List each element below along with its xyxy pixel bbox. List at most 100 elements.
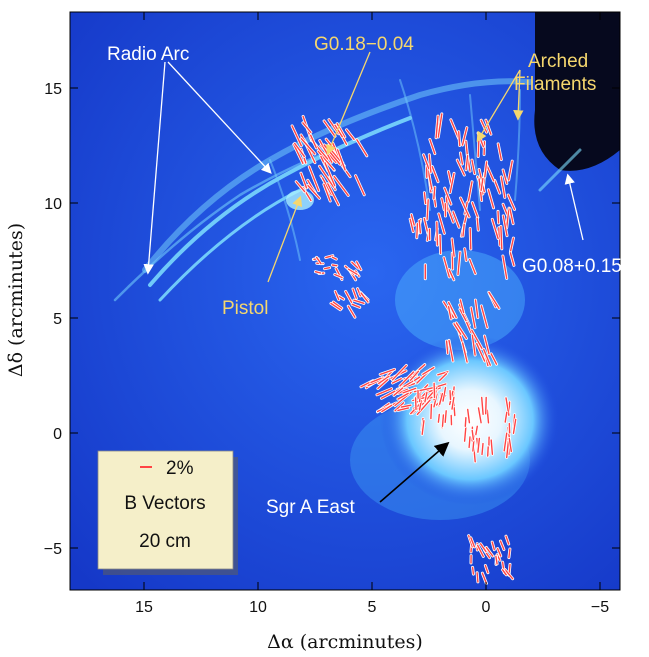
b-vector xyxy=(423,217,429,235)
b-vector xyxy=(495,555,498,565)
b-vector xyxy=(480,177,484,192)
b-vector xyxy=(422,154,430,170)
b-vector xyxy=(409,218,414,233)
b-vector xyxy=(509,252,515,266)
b-vector xyxy=(501,569,507,576)
b-vector xyxy=(471,334,476,356)
x-tick-label: −5 xyxy=(591,599,609,616)
b-vector xyxy=(360,292,369,303)
b-vector xyxy=(470,537,476,548)
b-vector xyxy=(317,150,335,171)
b-vector xyxy=(507,194,516,211)
b-vector xyxy=(471,429,475,441)
b-vector xyxy=(451,396,455,410)
b-vector xyxy=(437,413,440,423)
b-vector xyxy=(504,411,508,423)
b-vector xyxy=(506,207,510,229)
x-tick-label: 5 xyxy=(368,599,377,616)
b-vector xyxy=(323,183,331,202)
b-vector xyxy=(487,189,495,209)
b-vector xyxy=(347,268,358,275)
b-vector xyxy=(477,544,484,558)
x-axis-title: Δα (arcminutes) xyxy=(267,631,423,653)
b-vector xyxy=(459,197,470,218)
b-vector xyxy=(455,322,468,340)
arched-filaments-label-line1: Arched xyxy=(528,51,588,72)
b-vector xyxy=(418,219,422,234)
b-vector xyxy=(391,364,407,381)
b-vector xyxy=(470,307,476,329)
legend-line3: 20 cm xyxy=(139,531,191,552)
b-vector xyxy=(505,397,510,416)
b-vector xyxy=(459,152,464,165)
b-vector xyxy=(508,160,513,181)
b-vector xyxy=(477,437,481,453)
b-vector xyxy=(467,408,471,424)
b-vector xyxy=(486,164,495,182)
b-vector xyxy=(378,375,390,385)
b-vector xyxy=(464,417,467,427)
b-vector xyxy=(410,213,415,226)
b-vector xyxy=(504,568,514,580)
b-vector xyxy=(331,256,337,260)
b-vector xyxy=(347,305,356,318)
b-vector xyxy=(333,175,349,197)
b-vector xyxy=(433,186,436,200)
b-vector xyxy=(503,432,508,452)
b-vector xyxy=(500,176,506,199)
b-vector xyxy=(469,258,476,275)
b-vector xyxy=(465,154,469,171)
b-vector xyxy=(452,211,460,228)
b-vector xyxy=(475,425,478,436)
b-vector xyxy=(381,404,393,413)
b-vector xyxy=(351,303,361,308)
y-axis-title: Δδ (arcminutes) xyxy=(5,223,27,377)
x-tick-label: 10 xyxy=(249,599,267,616)
b-vector xyxy=(444,187,452,205)
b-vector xyxy=(453,323,462,335)
b-vectors xyxy=(290,112,518,585)
b-vector xyxy=(435,115,439,139)
b-vector xyxy=(450,119,460,140)
b-vector xyxy=(424,391,428,403)
b-vector xyxy=(471,566,475,575)
b-vector xyxy=(314,271,322,274)
b-vector xyxy=(502,169,508,185)
g018-label: G0.18−0.04 xyxy=(314,34,414,55)
b-vector xyxy=(476,217,479,231)
b-vector xyxy=(307,184,321,200)
b-vector xyxy=(479,543,487,553)
y-tick-label: 0 xyxy=(53,426,62,443)
b-vector xyxy=(497,143,502,161)
b-vector xyxy=(471,329,483,349)
b-vector xyxy=(502,255,508,280)
b-vector xyxy=(418,400,422,411)
b-vector xyxy=(327,183,340,206)
b-vector xyxy=(376,388,393,396)
b-vector xyxy=(430,403,433,420)
b-vector xyxy=(334,124,343,138)
b-vector xyxy=(448,269,455,281)
b-vector xyxy=(402,387,417,394)
b-vector xyxy=(467,181,473,203)
b-vector xyxy=(488,291,500,309)
b-vector xyxy=(318,165,335,188)
b-vector xyxy=(508,548,511,559)
b-vector xyxy=(428,154,432,173)
b-vector xyxy=(354,174,365,196)
b-vector xyxy=(416,222,419,239)
b-vector xyxy=(500,225,503,250)
sgr-a-east-label: Sgr A East xyxy=(266,497,355,518)
y-tick-label: 15 xyxy=(44,81,62,98)
annotation-arrows xyxy=(143,51,584,503)
b-vector xyxy=(465,140,469,157)
b-vector xyxy=(442,386,447,402)
b-vector xyxy=(502,215,508,237)
b-vector xyxy=(451,238,455,257)
b-vector xyxy=(447,301,457,319)
b-vector xyxy=(456,159,465,176)
y-tick-label: 5 xyxy=(53,311,62,328)
b-vector xyxy=(399,371,415,387)
b-vector xyxy=(345,129,355,141)
b-vector xyxy=(481,572,488,585)
